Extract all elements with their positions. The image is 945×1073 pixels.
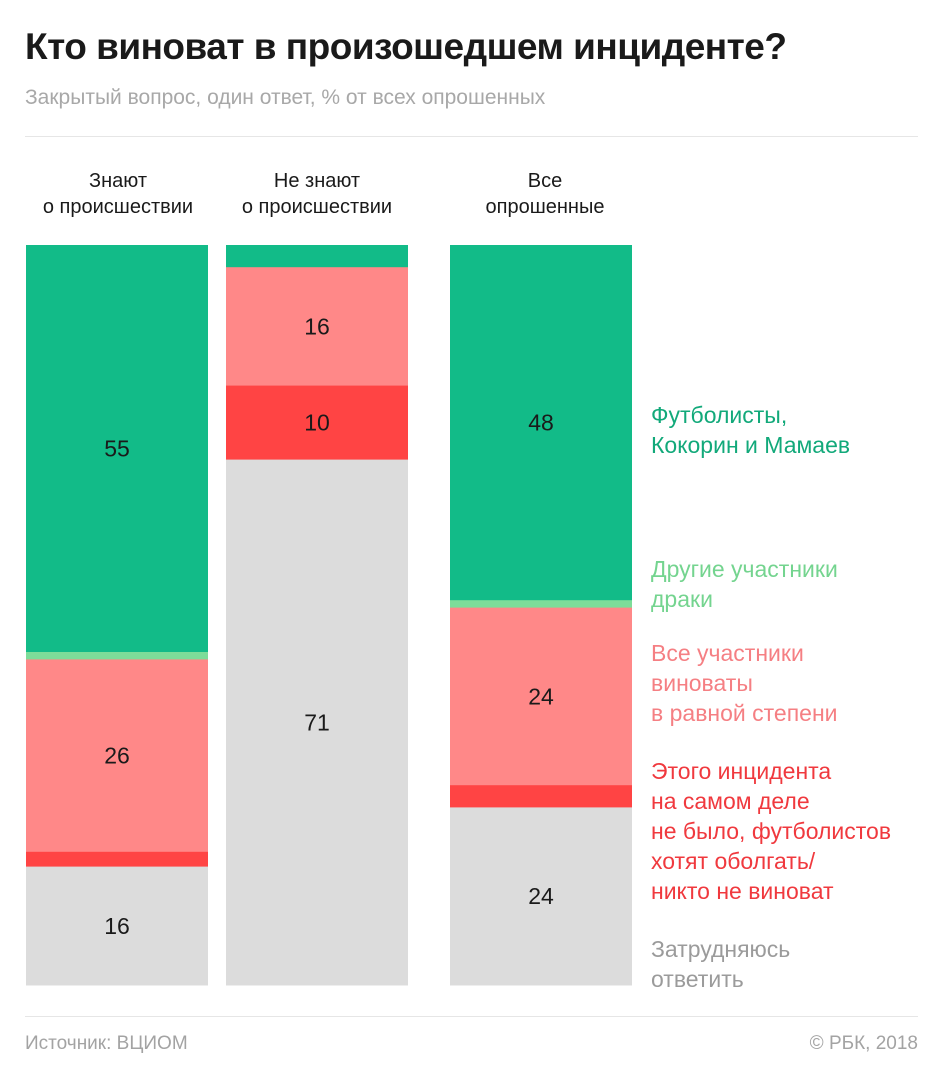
bar-segment — [226, 385, 408, 461]
bar-all: 48 24 24 — [450, 245, 632, 986]
legend-other-participants: Другие участники драки — [651, 556, 838, 612]
data-label: 48 — [528, 410, 554, 436]
data-label: 10 — [304, 410, 330, 436]
chart-subtitle: Закрытый вопрос, один ответ, % от всех о… — [25, 86, 546, 109]
data-label: 26 — [104, 743, 130, 769]
bar-segment — [226, 245, 408, 268]
bar-unaware: 16 10 71 — [226, 245, 408, 986]
data-label: 24 — [528, 683, 554, 709]
column-header-unaware: Не знают о происшествии — [241, 170, 393, 218]
legend-no-incident: Этого инцидента на самом деле не было, ф… — [651, 758, 892, 904]
legend-players: Футболисты, Кокорин и Мамаев — [651, 402, 851, 458]
bar-segment — [226, 459, 408, 986]
bar-segment — [26, 659, 208, 853]
data-label: 55 — [104, 436, 130, 462]
bar-segment — [26, 245, 208, 653]
bar-segment — [450, 785, 632, 808]
bar-aware: 55 26 16 — [26, 245, 208, 986]
legend-all-equal: Все участники виноваты в равной степени — [651, 640, 838, 726]
source-label: Источник: ВЦИОМ — [25, 1033, 188, 1054]
column-header-aware: Знают о происшествии — [42, 170, 194, 218]
bar-segment — [450, 607, 632, 786]
copyright-label: © РБК, 2018 — [809, 1033, 918, 1054]
data-label: 16 — [304, 313, 330, 339]
data-label: 24 — [528, 883, 554, 909]
footer-divider — [25, 1016, 918, 1017]
data-label: 71 — [304, 709, 330, 735]
data-label: 16 — [104, 913, 130, 939]
bar-segment — [226, 267, 408, 387]
chart-title: Кто виноват в произошедшем инциденте? — [25, 26, 787, 67]
header-divider — [25, 136, 918, 137]
bar-segment — [450, 807, 632, 986]
bar-segment — [26, 851, 208, 868]
bar-segment — [26, 652, 208, 660]
bar-segment — [450, 245, 632, 601]
bar-segment — [450, 600, 632, 609]
legend-hard-to-say: Затрудняюсь ответить — [651, 936, 791, 992]
column-header-all: Все опрошенные — [485, 170, 605, 218]
bar-segment — [26, 866, 208, 986]
